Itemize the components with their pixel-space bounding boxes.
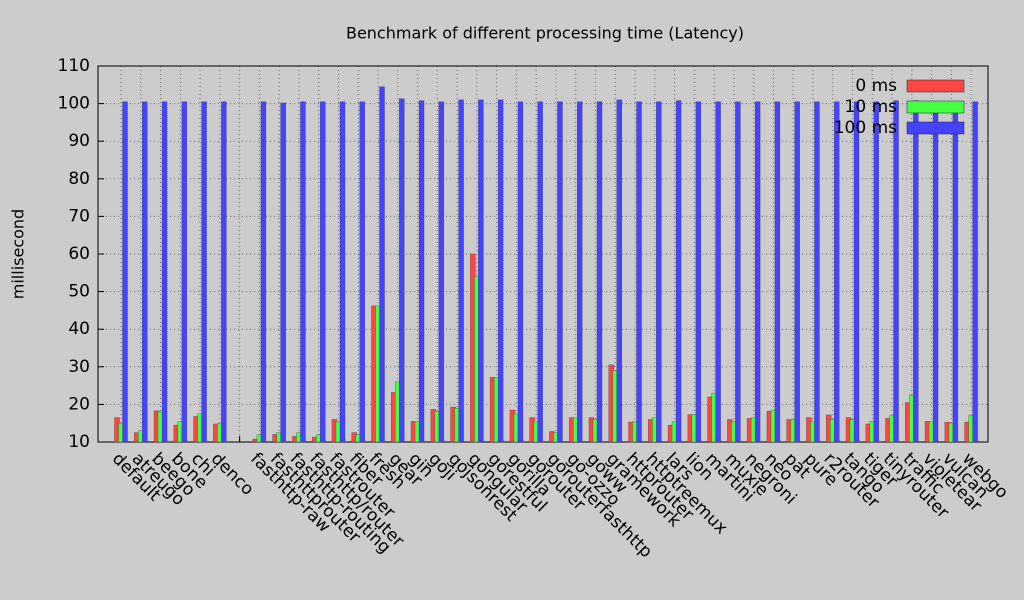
bar <box>497 99 504 443</box>
bar <box>596 101 603 443</box>
bar <box>161 101 168 443</box>
bar <box>972 101 978 443</box>
legend-label: 100 ms <box>834 118 897 138</box>
bar <box>636 101 642 443</box>
y-tick-label: 50 <box>68 282 90 302</box>
bar <box>557 101 563 443</box>
bar <box>616 99 622 443</box>
legend-label: 10 ms <box>845 97 898 117</box>
bar <box>319 101 326 443</box>
legend-label: 0 ms <box>855 76 897 96</box>
bar <box>794 101 800 443</box>
bar <box>735 101 741 443</box>
y-tick-label: 80 <box>68 169 90 189</box>
bar <box>833 101 840 443</box>
bar <box>478 99 484 443</box>
bar <box>715 101 721 443</box>
bar <box>754 101 761 443</box>
bar <box>359 101 365 443</box>
y-tick-label: 30 <box>68 357 90 377</box>
bar <box>339 101 346 443</box>
y-tick-label: 100 <box>58 94 90 114</box>
bar <box>122 101 128 443</box>
bar <box>260 101 267 443</box>
bar <box>774 101 781 443</box>
bar <box>399 98 405 443</box>
bar <box>221 101 227 443</box>
bar <box>300 101 306 443</box>
bar <box>873 101 880 443</box>
chart-title: Benchmark of different processing time (… <box>346 24 744 43</box>
bar <box>379 86 385 443</box>
bar <box>142 101 148 443</box>
bar <box>201 101 207 443</box>
legend-swatch <box>906 79 965 93</box>
y-tick-label: 20 <box>68 394 90 414</box>
plot-frame <box>97 65 989 443</box>
legend-swatch <box>906 100 965 114</box>
bar <box>438 101 445 443</box>
bar <box>814 101 820 443</box>
bar <box>656 101 662 443</box>
bar <box>695 101 702 443</box>
bar <box>952 101 959 443</box>
bar <box>418 100 425 443</box>
bar <box>537 101 543 443</box>
bar <box>181 101 188 443</box>
bar <box>913 100 919 443</box>
y-tick-label: 60 <box>68 244 90 264</box>
legend-swatch <box>906 121 965 135</box>
y-tick-label: 110 <box>58 56 90 76</box>
y-tick-label: 90 <box>68 131 90 151</box>
bar <box>893 100 899 443</box>
bar <box>458 99 464 443</box>
bar <box>517 101 524 443</box>
bar <box>280 102 286 443</box>
y-tick-label: 40 <box>68 319 90 339</box>
y-tick-label: 10 <box>68 432 90 452</box>
bar <box>932 101 939 443</box>
bar <box>675 100 682 443</box>
bar <box>853 101 860 443</box>
y-tick-label: 70 <box>68 206 90 226</box>
y-axis-label: millisecond <box>9 209 28 299</box>
bar <box>576 101 583 443</box>
